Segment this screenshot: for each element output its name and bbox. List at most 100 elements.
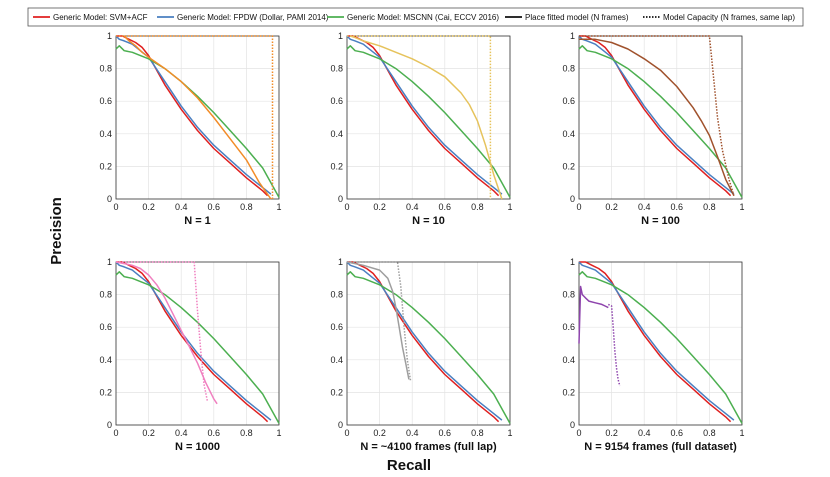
y-tick-label: 0.6 bbox=[562, 96, 575, 106]
series-line-svm-acf bbox=[579, 35, 732, 197]
y-tick-label: 0.8 bbox=[562, 290, 575, 300]
series-line-mscnn bbox=[115, 271, 280, 424]
x-tick-label: 0 bbox=[344, 202, 349, 212]
y-tick-label: 0 bbox=[107, 194, 112, 204]
x-tick-label: 0.8 bbox=[240, 428, 253, 438]
y-tick-label: 0.4 bbox=[330, 355, 343, 365]
x-tick-label: 0 bbox=[344, 428, 349, 438]
subplot-title: N = 1 bbox=[184, 215, 211, 227]
subplot-title: N = 1000 bbox=[175, 441, 220, 453]
series-line-fpdw bbox=[578, 261, 735, 421]
y-axis-label: Precision bbox=[48, 197, 65, 265]
y-tick-label: 1 bbox=[570, 31, 575, 41]
y-tick-label: 0.8 bbox=[562, 64, 575, 74]
subplot-1: 0 0.2 0.4 0.6 0.8 1 0 0.2 0.4 0.6 0.8 1 N = 1 bbox=[99, 31, 281, 227]
series-line-svm-acf bbox=[116, 35, 269, 197]
x-tick-label: 0.4 bbox=[638, 428, 651, 438]
y-tick-label: 0.8 bbox=[99, 290, 112, 300]
x-tick-label: 0.6 bbox=[439, 202, 452, 212]
x-tick-label: 0.6 bbox=[671, 202, 684, 212]
series-line-model-capacity bbox=[116, 35, 274, 199]
subplot-title: N = ~4100 frames (full lap) bbox=[360, 441, 497, 453]
subplot-4: 0 0.2 0.4 0.6 0.8 1 0 0.2 0.4 0.6 0.8 1 N = 1000 bbox=[99, 257, 281, 453]
series-line-fpdw bbox=[578, 35, 735, 195]
axes-frame bbox=[115, 261, 280, 426]
legend-label-place: Place fitted model (N frames) bbox=[525, 13, 629, 22]
x-tick-label: 0.2 bbox=[605, 202, 618, 212]
subplot-title: N = 10 bbox=[412, 215, 445, 227]
y-tick-label: 0.6 bbox=[330, 96, 343, 106]
series-line-place-fitted bbox=[346, 261, 410, 380]
x-tick-label: 0.6 bbox=[671, 428, 684, 438]
x-tick-label: 0.8 bbox=[471, 202, 484, 212]
x-tick-label: 0.2 bbox=[373, 428, 386, 438]
y-tick-label: 0 bbox=[570, 194, 575, 204]
x-tick-label: 1 bbox=[739, 428, 744, 438]
series-line-mscnn bbox=[346, 45, 511, 198]
series-line-model-capacity bbox=[116, 261, 209, 401]
y-tick-label: 0.6 bbox=[99, 96, 112, 106]
x-tick-label: 0.4 bbox=[638, 202, 651, 212]
y-tick-label: 0.4 bbox=[562, 355, 575, 365]
y-tick-label: 0.4 bbox=[330, 129, 343, 139]
y-tick-label: 1 bbox=[338, 31, 343, 41]
subplot-2: 0 0.2 0.4 0.6 0.8 1 0 0.2 0.4 0.6 0.8 1 N = 10 bbox=[330, 31, 512, 227]
subplots: 0 0.2 0.4 0.6 0.8 100.20.40.60.81N = 10 0.2 0.4… bbox=[99, 31, 744, 453]
legend-label-svm: Generic Model: SVM+ACF bbox=[53, 13, 148, 22]
series-line-place-fitted bbox=[123, 35, 272, 200]
x-tick-label: 0 bbox=[576, 428, 581, 438]
y-tick-label: 0 bbox=[107, 420, 112, 430]
y-tick-label: 0 bbox=[338, 194, 343, 204]
series-line-svm-acf bbox=[579, 261, 732, 423]
x-axis-label: Recall bbox=[387, 457, 431, 474]
y-tick-label: 0.2 bbox=[562, 161, 575, 171]
y-tick-label: 0.2 bbox=[330, 387, 343, 397]
x-tick-label: 0 bbox=[576, 202, 581, 212]
subplot-5: 0 0.2 0.4 0.6 0.8 1 0 0.2 0.4 0.6 0.8 1 N = ~4100 fr… bbox=[330, 257, 512, 453]
x-tick-label: 0.4 bbox=[175, 428, 188, 438]
series-line-fpdw bbox=[115, 261, 272, 421]
y-tick-label: 1 bbox=[107, 257, 112, 267]
y-tick-label: 0.2 bbox=[99, 161, 112, 171]
series-line-model-capacity bbox=[579, 35, 735, 196]
series-line-fpdw bbox=[346, 35, 503, 195]
axes-frame bbox=[346, 35, 511, 200]
legend: Generic Model: SVM+ACF Generic Model: FP… bbox=[27, 7, 804, 27]
legend-box bbox=[27, 7, 804, 27]
legend-label-fpdw: Generic Model: FPDW (Dollar, PAMI 2014) bbox=[177, 13, 329, 22]
x-tick-label: 1 bbox=[739, 202, 744, 212]
series-line-svm-acf bbox=[347, 261, 500, 423]
axes-frame bbox=[578, 35, 743, 200]
x-tick-label: 0.2 bbox=[373, 202, 386, 212]
series-line-model-capacity bbox=[607, 303, 621, 387]
series-line-svm-acf bbox=[116, 261, 269, 423]
x-tick-label: 1 bbox=[276, 202, 281, 212]
subplot-3: 0 0.2 0.4 0.6 0.8 1 0 0.2 0.4 0.6 0.8 1 N = 100 bbox=[562, 31, 744, 227]
series-line-fpdw bbox=[346, 261, 503, 421]
x-tick-label: 0.8 bbox=[240, 202, 253, 212]
x-tick-label: 0.8 bbox=[471, 428, 484, 438]
y-tick-label: 0.2 bbox=[330, 161, 343, 171]
y-tick-label: 1 bbox=[570, 257, 575, 267]
series-line-model-capacity bbox=[347, 35, 492, 199]
legend-label-mscnn: Generic Model: MSCNN (Cai, ECCV 2016) bbox=[347, 13, 499, 22]
x-tick-label: 1 bbox=[507, 202, 512, 212]
series-line-fpdw bbox=[115, 35, 272, 195]
y-tick-label: 0.4 bbox=[99, 355, 112, 365]
series-line-place-fitted bbox=[350, 35, 503, 200]
subplot-6: 0 0.2 0.4 0.6 0.8 100.20.40.60.81N = 9154 fra… bbox=[562, 257, 744, 453]
subplot-title: N = 100 bbox=[641, 215, 680, 227]
x-tick-label: 0 bbox=[113, 202, 118, 212]
y-tick-label: 0.4 bbox=[99, 129, 112, 139]
series-line-mscnn bbox=[578, 45, 743, 198]
y-tick-label: 1 bbox=[107, 31, 112, 41]
subplot-title: N = 9154 frames (full dataset) bbox=[584, 441, 737, 453]
y-tick-label: 0.4 bbox=[562, 129, 575, 139]
axes-frame bbox=[346, 261, 511, 426]
y-tick-label: 0.2 bbox=[99, 387, 112, 397]
x-tick-label: 0.6 bbox=[208, 202, 221, 212]
y-tick-label: 0.8 bbox=[99, 64, 112, 74]
series-line-place-fitted bbox=[578, 285, 609, 344]
x-tick-label: 1 bbox=[276, 428, 281, 438]
